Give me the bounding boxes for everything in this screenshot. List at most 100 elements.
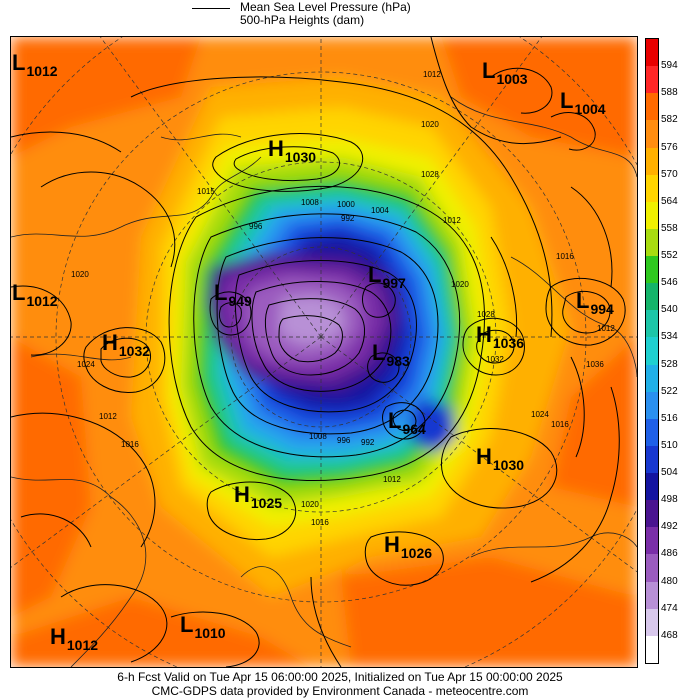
colorbar-tick-label: 594 [661,60,678,72]
contour-label: 1024 [77,360,95,369]
system-type: L [388,408,402,433]
high-1032-west: H1032 [102,332,150,362]
system-pressure: 1030 [284,149,317,165]
low-983-center: L983 [372,342,410,372]
colorbar-cell [646,256,658,284]
colorbar-tick-label: 486 [661,548,678,560]
low-1012-nw: L1012 [12,52,58,82]
contour-label: 1032 [486,355,504,364]
colorbar-cell [646,66,658,94]
colorbar-tick-label: 564 [661,195,678,207]
contour-label: 1016 [556,252,574,261]
high-1012-sw: H1012 [50,626,98,656]
system-pressure: 1012 [26,293,58,309]
system-type: L [12,280,26,305]
low-1003-ne: L1003 [482,60,528,90]
contour-label: 1020 [451,280,469,289]
colorbar-tick-label: 588 [661,87,678,99]
system-type: H [476,322,492,347]
contour-label: 1008 [301,198,319,207]
system-pressure: 1025 [250,495,283,511]
system-type: H [102,330,118,355]
contour-label: 996 [249,222,263,231]
contour-label: 1012 [423,70,441,79]
colorbar-cell [646,201,658,230]
pressure-legend-label: Mean Sea Level Pressure (hPa) [240,0,411,14]
system-pressure: 1004 [574,101,606,117]
contour-label: 1036 [586,360,604,369]
colorbar-cell [646,147,658,176]
colorbar-cell [646,527,658,555]
contour-label: 1020 [71,270,89,279]
contour-label: 996 [337,436,351,445]
system-pressure: 949 [228,293,252,309]
contour-label: 992 [341,214,355,223]
colorbar-cell [646,473,658,501]
contour-label: 1020 [421,120,439,129]
colorbar-tick-label: 516 [661,412,678,424]
low-994-east: L994 [576,290,614,320]
high-1030-east: H1030 [476,446,524,476]
contour-label: 1028 [477,310,495,319]
isobars [11,37,626,667]
colorbar-tick-label: 468 [661,629,678,641]
contour-label: 1012 [383,475,401,484]
colorbar [645,38,659,664]
contour-label: 1012 [99,412,117,421]
colorbar-tick-label: 582 [661,114,678,126]
colorbar-cell [646,228,658,257]
system-type: H [268,136,284,161]
contour-label: 1012 [597,324,615,333]
high-1030-north: H1030 [268,138,316,168]
heights-legend-label: 500-hPa Heights (dam) [240,13,365,27]
colorbar-tick-label: 558 [661,222,678,234]
system-pressure: 997 [382,275,406,291]
contour-label: 1016 [551,420,569,429]
system-pressure: 983 [386,353,410,369]
contour-label: 1028 [421,170,439,179]
colorbar-tick-label: 510 [661,439,678,451]
weather-map[interactable]: 1012 1020 1028 1015 1008 1000 996 992 1004 1012 10… [10,36,638,668]
system-pressure: 1003 [496,71,528,87]
system-type: H [384,532,400,557]
low-1010-south: L1010 [180,614,226,644]
contour-label: 1008 [309,432,327,441]
low-1012-west: L1012 [12,282,58,312]
map-header: Mean Sea Level Pressure (hPa) 500-hPa He… [0,0,680,36]
colorbar-cell [646,174,658,203]
colorbar-cell [646,391,658,420]
system-type: L [560,88,574,113]
colorbar-cell [646,608,658,637]
colorbar-tick-label: 522 [661,385,678,397]
colorbar-tick-label: 534 [661,331,678,343]
high-1026-south: H1026 [384,534,432,564]
colorbar-tick-label: 480 [661,575,678,587]
system-pressure: 1026 [400,545,433,561]
colorbar-tick-label: 504 [661,467,678,479]
colorbar-tick-label: 552 [661,250,678,262]
system-type: H [50,624,66,649]
contour-label: 992 [361,438,375,447]
colorbar-cell [646,283,658,311]
colorbar-cell [646,364,658,393]
colorbar-cell [646,581,658,610]
system-type: H [476,444,492,469]
system-type: L [12,50,26,75]
system-type: L [576,288,590,313]
low-949-center: L949 [214,282,252,312]
system-pressure: 964 [402,421,426,437]
system-pressure: 1030 [492,457,525,473]
contour-label: 1004 [371,206,389,215]
system-type: L [214,280,228,305]
colorbar-cell [646,500,658,528]
system-type: L [372,340,386,365]
contour-label: 1024 [531,410,549,419]
system-pressure: 1032 [118,343,151,359]
system-pressure: 994 [590,301,614,317]
colorbar-tick-label: 546 [661,277,678,289]
colorbar-cell [646,120,658,149]
contour-label: 1016 [121,440,139,449]
low-997-center: L997 [368,264,406,294]
contour-label: 1000 [337,200,355,209]
low-964-center: L964 [388,410,426,440]
